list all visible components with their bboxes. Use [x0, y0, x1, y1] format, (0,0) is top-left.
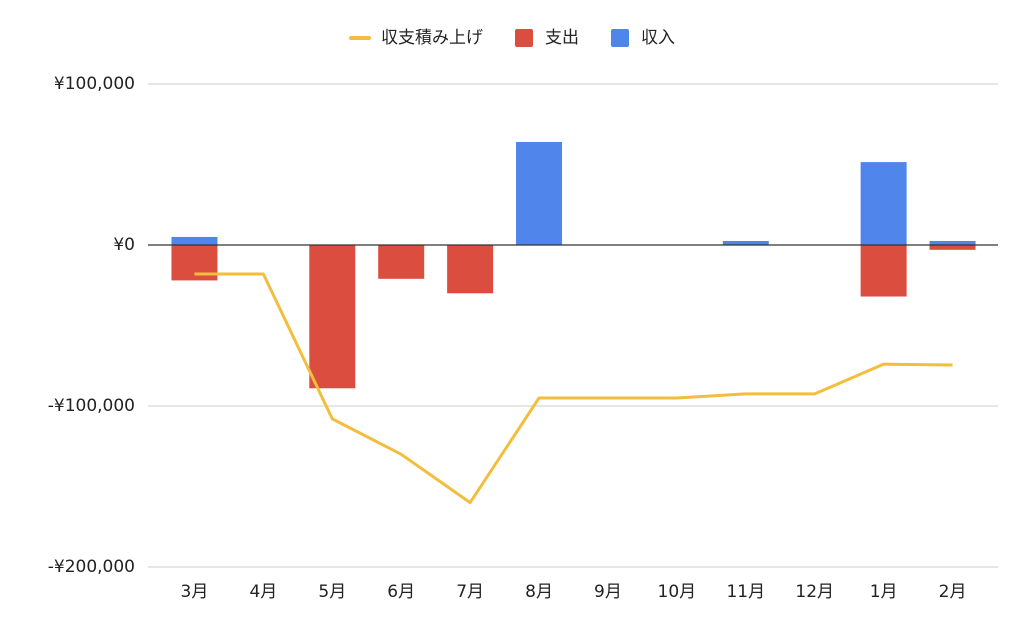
- x-tick-label: 3月: [181, 582, 209, 602]
- y-tick-label: ¥100,000: [54, 74, 135, 94]
- x-tick-label: 12月: [795, 582, 834, 602]
- x-tick-label: 10月: [658, 582, 697, 602]
- legend-label: 収支積み上げ: [381, 28, 483, 48]
- bar: [860, 245, 907, 297]
- bar: [171, 236, 218, 245]
- x-tick-label: 7月: [456, 582, 484, 602]
- x-tick-label: 6月: [387, 582, 415, 602]
- bar: [309, 245, 356, 389]
- x-tick-label: 4月: [249, 582, 277, 602]
- bar: [447, 245, 494, 294]
- line: [194, 272, 953, 505]
- legend-swatch: [515, 29, 533, 47]
- y-tick-label: ¥0: [113, 235, 135, 255]
- legend-swatch: [349, 36, 371, 40]
- legend-swatch: [611, 29, 629, 47]
- x-tick-label: 9月: [594, 582, 622, 602]
- x-tick-label: 2月: [939, 582, 967, 602]
- x-tick-label: 5月: [318, 582, 346, 602]
- bar: [378, 245, 425, 279]
- legend-label: 収入: [641, 28, 675, 48]
- bar: [860, 162, 907, 245]
- bar: [929, 240, 976, 245]
- x-tick-label: 11月: [726, 582, 765, 602]
- bar: [516, 141, 563, 245]
- y-tick-label: -¥200,000: [48, 557, 135, 577]
- bar: [722, 240, 769, 245]
- x-tick-label: 8月: [525, 582, 553, 602]
- bar: [929, 245, 976, 250]
- y-tick-label: -¥100,000: [48, 396, 135, 416]
- legend-label: 支出: [545, 28, 579, 48]
- x-tick-label: 1月: [870, 582, 898, 602]
